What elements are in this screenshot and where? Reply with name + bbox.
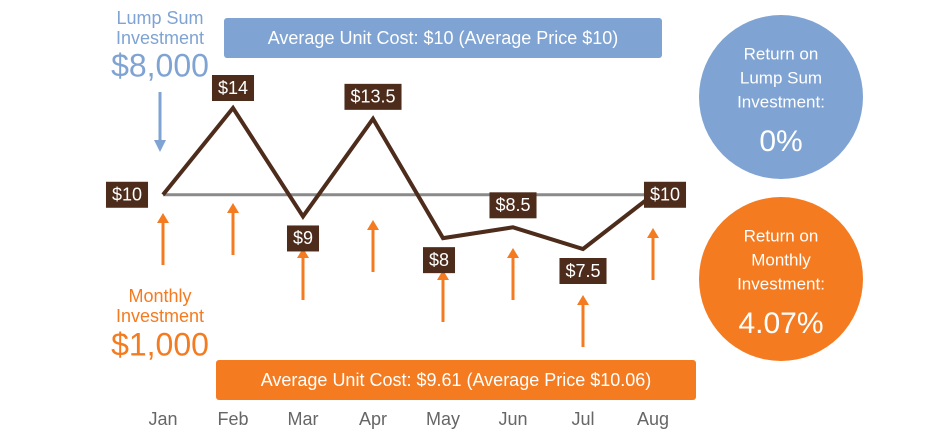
monthly-arrow-head <box>367 220 379 230</box>
value-label-box <box>559 258 607 284</box>
monthly-arrow-head <box>507 248 519 258</box>
monthly-banner <box>216 360 696 400</box>
monthly-arrow-head <box>297 248 309 258</box>
value-label-box <box>105 181 149 208</box>
value-label: $9 <box>293 228 313 248</box>
return-label: Return on <box>744 44 819 63</box>
x-tick-label: Mar <box>288 409 319 429</box>
return-value: 0% <box>759 125 802 158</box>
monthly-average: Average Unit Cost: $9.61 (Average Price … <box>261 370 652 390</box>
lump-sum-average: Average Unit Cost: $10 (Average Price $1… <box>268 28 619 48</box>
x-tick-label: Apr <box>359 409 387 429</box>
monthly-amount: $1,000 <box>111 326 209 362</box>
x-tick-label: Feb <box>217 409 248 429</box>
value-label: $14 <box>218 78 248 98</box>
return-label: Investment: <box>737 274 825 293</box>
return-label: Investment: <box>737 92 825 111</box>
x-tick-label: May <box>426 409 460 429</box>
monthly-label: Monthly <box>128 286 191 306</box>
x-tick-label: Jan <box>148 409 177 429</box>
monthly-arrow-head <box>437 270 449 280</box>
monthly-label: Investment <box>116 306 204 326</box>
x-tick-label: Jul <box>571 409 594 429</box>
value-label: $8.5 <box>495 195 530 215</box>
value-label-box <box>489 192 537 219</box>
value-label: $10 <box>112 185 142 205</box>
price-line <box>161 104 655 252</box>
value-label-box <box>211 75 255 101</box>
monthly-arrow-head <box>157 213 169 223</box>
lump-sum-banner <box>224 18 662 58</box>
monthly-return-circle <box>699 197 863 361</box>
x-tick-label: Aug <box>637 409 669 429</box>
lump-sum-label: Lump Sum <box>116 8 203 28</box>
return-label: Lump Sum <box>740 68 822 87</box>
lump-sum-arrow-head <box>154 140 166 152</box>
monthly-arrow-head <box>227 203 239 213</box>
lump-sum-amount: $8,000 <box>111 47 209 83</box>
x-tick-label: Jun <box>498 409 527 429</box>
value-label: $8 <box>429 250 449 270</box>
value-label: $13.5 <box>350 87 395 107</box>
value-label: $7.5 <box>565 261 600 281</box>
value-label: $10 <box>650 185 680 205</box>
value-label-box <box>286 225 320 252</box>
lump_sum-return-circle <box>699 15 863 179</box>
value-label-box <box>344 83 402 110</box>
lump-sum-label: Investment <box>116 28 204 48</box>
value-label-box <box>643 181 687 208</box>
monthly-arrow-head <box>577 295 589 305</box>
return-value: 4.07% <box>738 307 823 340</box>
monthly-arrow-head <box>647 228 659 238</box>
return-label: Monthly <box>751 250 811 269</box>
value-label-box <box>422 247 456 274</box>
return-label: Return on <box>744 226 819 245</box>
